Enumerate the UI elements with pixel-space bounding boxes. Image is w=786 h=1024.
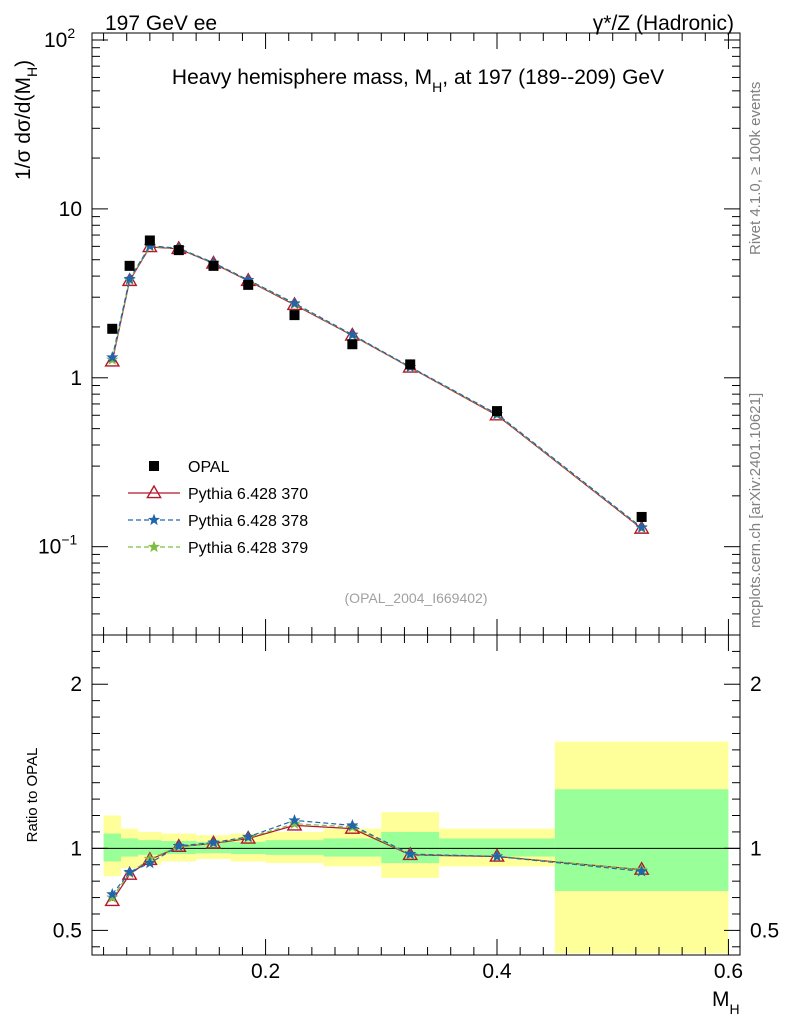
- ratio-tick-label-right: 2: [750, 673, 762, 696]
- y-tick-label: 10−1: [38, 532, 78, 559]
- main-plot-area: [91, 32, 741, 636]
- ratio-plot-area: [91, 634, 741, 956]
- legend-marker: [147, 540, 161, 553]
- axes: 0.2 0.4 0.6 102 10 1 10−1 2 2 1 1 0.5 0.5: [38, 25, 779, 983]
- series-point: [104, 353, 121, 367]
- ratio-tick-label: 1: [70, 837, 82, 860]
- series-point: [288, 296, 301, 309]
- ratio-series-point: [346, 819, 359, 831]
- mcplots-reference-label: mcplots.cern.ch [arXiv:2401.10621]: [747, 393, 764, 628]
- x-tick-label: 0.2: [251, 960, 280, 983]
- data-point: [243, 279, 254, 290]
- ratio-series-point: [635, 864, 648, 877]
- ratio-series-point: [404, 847, 417, 860]
- ratio-tick-label: 2: [70, 673, 82, 696]
- ratio-band-inner: [554, 789, 729, 891]
- header-left-label: 197 GeV ee: [105, 12, 217, 35]
- data-point: [208, 260, 219, 271]
- legend-label: Pythia 6.428 378: [188, 513, 308, 530]
- chart-title: Heavy hemisphere mass, MH, at 197 (189--…: [172, 66, 664, 95]
- analysis-id-label: (OPAL_2004_I669402): [345, 590, 488, 606]
- series-point: [346, 328, 359, 340]
- main-plot-content: [104, 235, 650, 534]
- data-point: [347, 339, 358, 350]
- ratio-series-point: [490, 850, 504, 862]
- data-point: [492, 406, 502, 417]
- ratio-series-point: [207, 836, 220, 848]
- ratio-plot-content: [92, 741, 740, 954]
- ratio-series-point: [104, 892, 121, 907]
- ratio-plot-frame: [91, 634, 741, 956]
- data-point: [405, 359, 416, 370]
- ratio-tick-label: 0.5: [53, 919, 82, 942]
- header-right-label: γ*/Z (Hadronic): [593, 12, 734, 35]
- ratio-series-point: [106, 891, 119, 903]
- series-point: [123, 272, 136, 285]
- legend-label: OPAL: [188, 459, 230, 476]
- ratio-y-axis-label: Ratio to OPAL: [24, 748, 41, 843]
- data-point: [124, 260, 135, 271]
- legend-label: Pythia 6.428 379: [188, 540, 308, 557]
- ratio-band-inner: [439, 838, 555, 857]
- legend-marker: [147, 513, 161, 526]
- ratio-band-inner: [138, 840, 162, 855]
- ratio-band-inner: [103, 833, 121, 862]
- y-tick-label: 102: [44, 25, 75, 52]
- data-point: [636, 511, 647, 522]
- legend: OPAL Pythia 6.428 370 Pythia 6.428 378 Pyth…: [128, 459, 308, 557]
- ratio-tick-label-right: 1: [750, 837, 762, 860]
- ratio-series-point: [172, 839, 185, 851]
- ratio-tick-label-right: 0.5: [750, 919, 779, 942]
- data-point: [107, 323, 118, 334]
- x-axis-label: MH: [712, 988, 740, 1017]
- legend-label: Pythia 6.428 370: [188, 486, 308, 503]
- y-axis-label: 1/σ dσ/d(MH): [12, 60, 40, 180]
- ratio-series-point: [143, 856, 156, 869]
- ratio-series-point: [123, 865, 136, 878]
- ratio-series-point: [288, 817, 301, 829]
- rivet-version-label: Rivet 4.1.0, ≥ 100k events: [747, 82, 764, 255]
- series-point: [635, 521, 648, 533]
- legend-marker: [146, 484, 162, 499]
- ratio-band-inner: [323, 838, 382, 857]
- ratio-series-point: [106, 887, 119, 900]
- series-point: [106, 351, 119, 363]
- y-tick-label: 10: [59, 198, 82, 221]
- x-tick-label: 0.6: [714, 960, 743, 983]
- data-point: [289, 310, 300, 321]
- ratio-series-point: [288, 814, 301, 826]
- ratio-band-inner: [120, 838, 139, 857]
- x-tick-label: 0.4: [482, 960, 512, 983]
- ratio-series-point: [121, 866, 138, 880]
- legend-marker: [149, 461, 159, 471]
- ratio-band-inner: [265, 840, 324, 855]
- y-tick-label: 1: [70, 367, 82, 390]
- data-point: [144, 235, 155, 246]
- data-point: [173, 245, 184, 256]
- ratio-series-point: [242, 830, 255, 842]
